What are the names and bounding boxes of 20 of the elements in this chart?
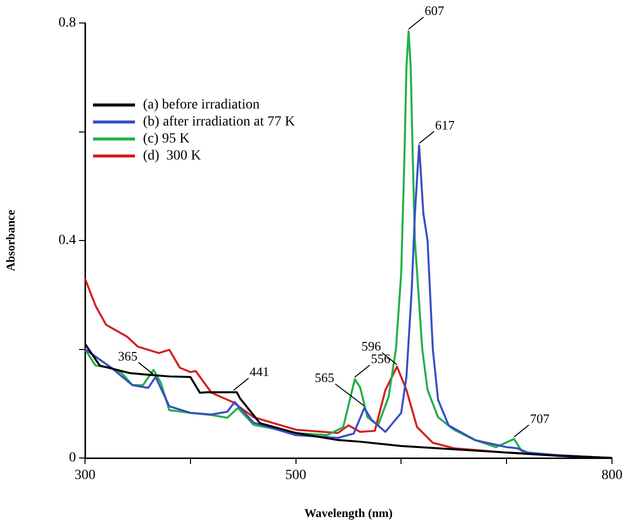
legend-label: (d) 300 K	[143, 148, 201, 164]
legend-label: (c) 95 K	[143, 132, 190, 147]
legend-label: (b) after irradiation at 77 K	[143, 114, 295, 130]
annotation: 441	[250, 364, 270, 380]
annotation: 556	[370, 351, 391, 366]
annotation: 617	[435, 117, 456, 132]
x-tick-label: 800	[602, 468, 622, 484]
y-tick-label: 0	[69, 450, 76, 466]
y-axis-title: Absorbance	[3, 209, 18, 272]
annotation: 607	[424, 3, 445, 18]
legend-label: (a) before irradiation	[143, 98, 260, 113]
annotation: 565	[314, 370, 334, 385]
annotation: 365	[118, 348, 138, 364]
y-tick-label: 0.8	[58, 16, 76, 31]
x-tick-label: 300	[74, 468, 96, 484]
annotation: 596	[361, 338, 382, 354]
annotation: 707	[530, 410, 550, 426]
y-tick-label: 0.4	[58, 233, 76, 248]
x-tick-label: 500	[285, 468, 306, 484]
x-axis-title: Wavelength (nm)	[304, 506, 393, 520]
